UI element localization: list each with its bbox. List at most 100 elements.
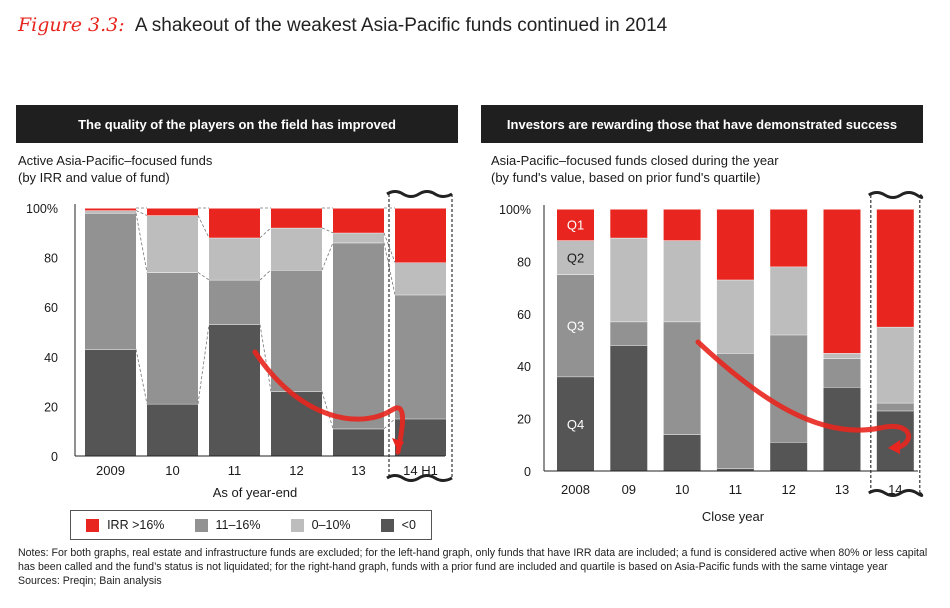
- figure-title: Figure 3.3: A shakeout of the weakest As…: [18, 14, 667, 37]
- figure-label: Figure 3.3:: [18, 14, 125, 36]
- left-x-axis-title: As of year-end: [213, 485, 298, 500]
- left-bar-2009-0-10: [85, 210, 136, 213]
- left-connector-0-1: [135, 212, 148, 273]
- right-bar-14-q1: [876, 209, 914, 327]
- left-trend-arrow: [252, 349, 406, 455]
- left-xtick-12: 12: [289, 463, 303, 478]
- legend-swatch-irr-mid: [194, 518, 208, 532]
- right-bar-10-q1: [663, 209, 701, 241]
- notes-text: Notes: For both graphs, real estate and …: [18, 547, 928, 573]
- left-bar-11-11-16: [209, 279, 260, 325]
- left-connector-2-0: [259, 324, 272, 392]
- right-panel-subtitle: Asia-Pacific–focused funds closed during…: [491, 152, 779, 186]
- left-connector-2-1: [259, 269, 272, 281]
- left-bar-12-11-16: [271, 270, 322, 392]
- legend-label-irr-mid: 11–16%: [215, 518, 261, 532]
- left-bar-11-0-10: [209, 237, 260, 280]
- left-panel-header: The quality of the players on the field …: [16, 105, 458, 143]
- right-bar-11-q2: [716, 279, 754, 354]
- legend-swatch-irr-low: [290, 518, 304, 532]
- left-xtick-2009: 2009: [96, 463, 125, 478]
- legend-item-irr-high: IRR >16%: [86, 518, 164, 532]
- right-trend-arrowhead: [888, 440, 900, 454]
- legend-label-irr-neg: <0: [401, 518, 416, 532]
- right-bar-10-q3: [663, 321, 701, 435]
- left-bar-13-0: [333, 428, 384, 456]
- legend-item-irr-neg: <0: [380, 518, 416, 532]
- right-bar-2008-q4: [557, 376, 594, 471]
- right-bar-13-q3: [823, 358, 861, 388]
- left-bar-11-irr-16: [209, 208, 260, 238]
- left-ytick-20: 20: [44, 400, 58, 414]
- left-bar-14-h1-0-10: [395, 262, 446, 295]
- left-bar-13-0-10: [333, 232, 384, 243]
- right-bar-14-q3: [876, 402, 914, 411]
- left-connector-4-0: [383, 418, 396, 430]
- left-xtick-10: 10: [165, 463, 179, 478]
- right-bar-09-q1: [610, 209, 648, 238]
- left-bar-10-11-16: [147, 272, 198, 404]
- legend: IRR >16% 11–16% 0–10% <0: [70, 510, 432, 540]
- left-xtick-11: 11: [228, 463, 242, 478]
- right-subtitle-line2: (by fund's value, based on prior fund's …: [491, 170, 761, 185]
- left-highlight-brush-top: [386, 190, 453, 198]
- left-connector-0-0: [135, 349, 148, 404]
- right-subtitle-line1: Asia-Pacific–focused funds closed during…: [491, 153, 779, 168]
- left-bar-14-h1-11-16: [395, 294, 446, 419]
- right-ytick-40: 40: [517, 360, 531, 374]
- figure-title-text: A shakeout of the weakest Asia-Pacific f…: [134, 15, 668, 36]
- right-panel-header: Investors are rewarding those that have …: [481, 105, 923, 143]
- left-ytick-40: 40: [44, 351, 58, 365]
- right-highlight-brush-top: [868, 191, 924, 199]
- left-ytick-80: 80: [44, 252, 58, 266]
- right-segment-label-q4: Q4: [567, 417, 584, 432]
- left-bar-12-0-10: [271, 227, 322, 270]
- sources-text: Sources: Preqin; Bain analysis: [18, 575, 162, 587]
- left-bar-2009-11-16: [85, 212, 136, 350]
- right-xtick-10: 10: [675, 482, 689, 497]
- right-bar-10-q4: [663, 434, 701, 471]
- left-connector-0-2: [135, 210, 148, 216]
- right-highlight-brush-bottom: [868, 489, 924, 497]
- right-x-axis-title: Close year: [702, 509, 765, 524]
- right-trend-arrow: [695, 339, 911, 451]
- legend-item-irr-low: 0–10%: [290, 518, 351, 532]
- right-segment-label-q2: Q2: [567, 250, 584, 265]
- right-ytick-100: 100%: [499, 203, 531, 217]
- left-xtick-13: 13: [351, 463, 365, 478]
- right-bar-2008-q3: [557, 274, 594, 377]
- right-ytick-80: 80: [517, 255, 531, 269]
- legend-swatch-irr-high: [86, 518, 100, 532]
- left-bar-10-0: [147, 403, 198, 456]
- left-bar-12-0: [271, 391, 322, 456]
- left-bar-10-irr-16: [147, 208, 198, 216]
- right-segment-label-q1: Q1: [567, 218, 584, 233]
- right-bar-11-q3: [716, 353, 754, 469]
- right-bar-2008-q2: [557, 240, 594, 275]
- right-bar-12-q3: [770, 334, 808, 443]
- right-bar-14-q2: [876, 326, 914, 403]
- right-xtick-09: 09: [622, 482, 636, 497]
- right-bar-13-q2: [823, 353, 861, 359]
- left-connector-4-2: [383, 232, 396, 263]
- left-bar-11-0: [209, 324, 260, 456]
- right-bar-09-q2: [610, 237, 648, 322]
- right-xtick-13: 13: [835, 482, 849, 497]
- left-connector-1-2: [197, 215, 210, 238]
- right-bar-10-q2: [663, 240, 701, 322]
- right-xtick-2008: 2008: [561, 482, 590, 497]
- left-connector-2-2: [259, 227, 272, 239]
- left-bar-13-irr-16: [333, 208, 384, 233]
- left-connector-3-2: [321, 227, 334, 234]
- left-trend-arrowhead: [392, 438, 404, 452]
- right-xtick-11: 11: [729, 482, 743, 497]
- left-bar-2009-irr-16: [85, 208, 136, 211]
- right-bar-12-q2: [770, 266, 808, 335]
- left-highlight-brush-bottom: [386, 474, 453, 482]
- notes: Notes: For both graphs, real estate and …: [18, 546, 933, 588]
- left-bar-2009-0: [85, 349, 136, 456]
- right-ytick-0: 0: [524, 465, 531, 479]
- left-bar-10-0-10: [147, 215, 198, 273]
- left-bar-13-11-16: [333, 242, 384, 429]
